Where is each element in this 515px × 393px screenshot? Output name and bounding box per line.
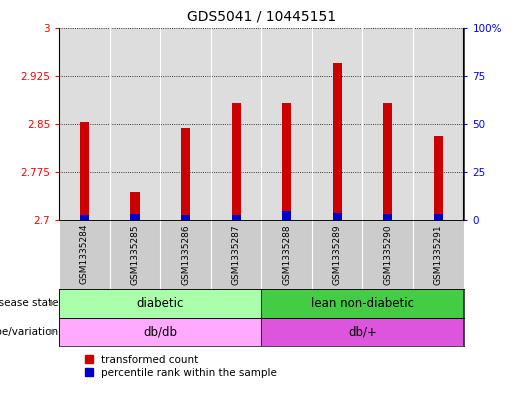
- Text: GSM1335286: GSM1335286: [181, 224, 190, 285]
- Text: db/+: db/+: [348, 325, 377, 338]
- Text: GSM1335288: GSM1335288: [282, 224, 291, 285]
- Title: GDS5041 / 10445151: GDS5041 / 10445151: [187, 9, 336, 24]
- Bar: [383, 103, 392, 220]
- Bar: [232, 215, 241, 220]
- Bar: [261, 318, 464, 346]
- Bar: [80, 122, 89, 220]
- Text: GSM1335287: GSM1335287: [232, 224, 241, 285]
- Text: GSM1335284: GSM1335284: [80, 224, 89, 285]
- Text: diabetic: diabetic: [136, 297, 184, 310]
- Bar: [282, 103, 291, 220]
- Text: lean non-diabetic: lean non-diabetic: [311, 297, 414, 310]
- Bar: [434, 214, 443, 220]
- Text: GSM1335291: GSM1335291: [434, 224, 443, 285]
- Bar: [80, 215, 89, 220]
- Bar: [282, 211, 291, 220]
- Text: GSM1335289: GSM1335289: [333, 224, 341, 285]
- Bar: [130, 191, 140, 220]
- Text: GSM1335285: GSM1335285: [130, 224, 140, 285]
- Text: db/db: db/db: [143, 325, 177, 338]
- Text: GSM1335290: GSM1335290: [383, 224, 392, 285]
- Bar: [333, 63, 342, 220]
- Text: disease state: disease state: [0, 298, 59, 309]
- Bar: [130, 214, 140, 220]
- Bar: [261, 289, 464, 318]
- Legend: transformed count, percentile rank within the sample: transformed count, percentile rank withi…: [84, 355, 277, 378]
- Bar: [434, 136, 443, 220]
- Text: genotype/variation: genotype/variation: [0, 327, 59, 337]
- Bar: [232, 103, 241, 220]
- Bar: [181, 129, 190, 220]
- Bar: [59, 289, 261, 318]
- Bar: [59, 318, 261, 346]
- Bar: [181, 215, 190, 220]
- Bar: [383, 214, 392, 220]
- Bar: [333, 213, 342, 220]
